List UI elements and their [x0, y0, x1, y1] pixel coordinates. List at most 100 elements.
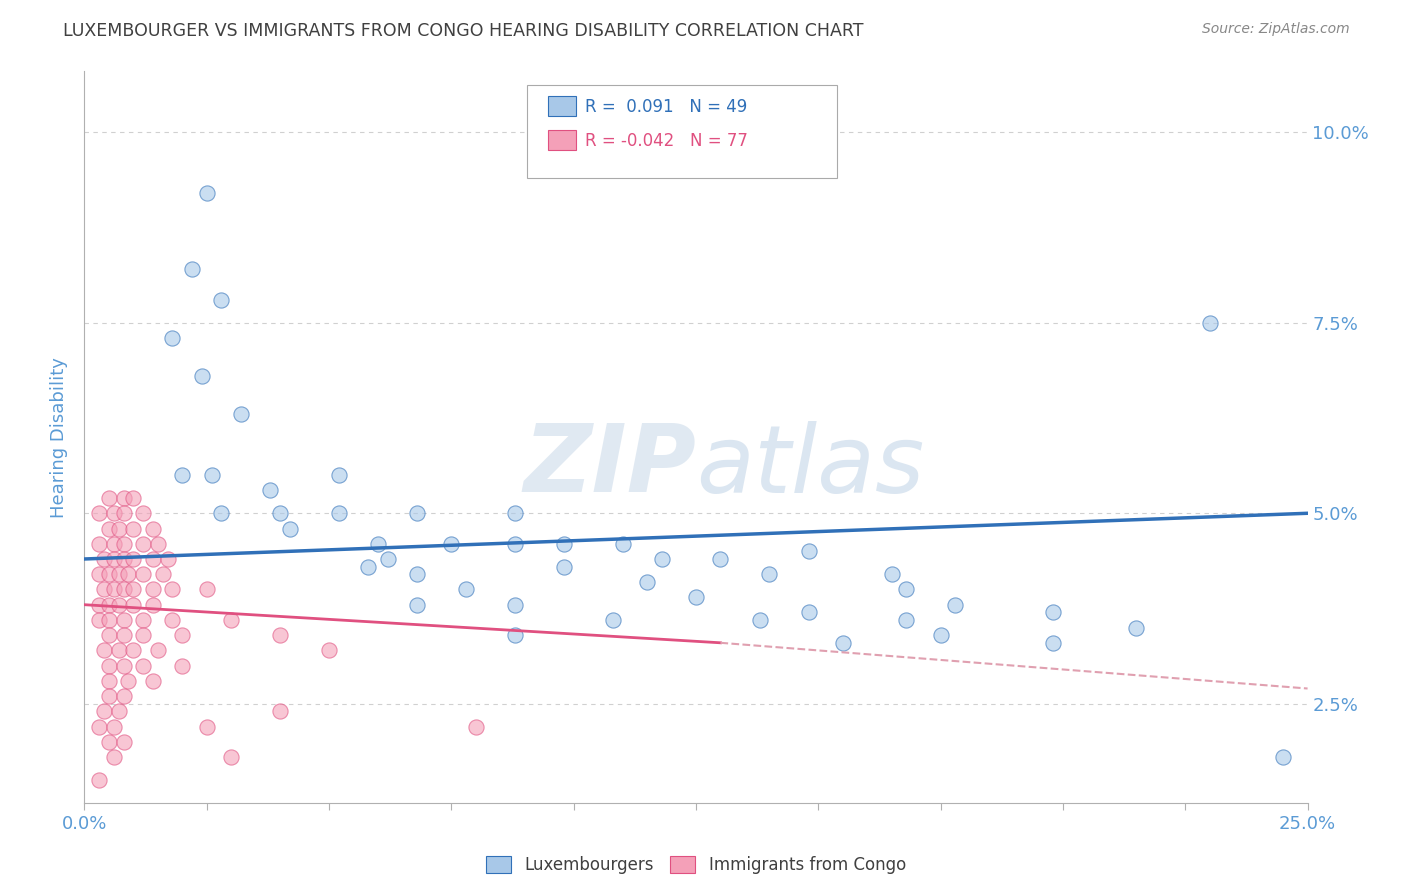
Point [87, 811, 110, 825]
Point [97, 689, 120, 703]
Point [87, 598, 110, 612]
Point [87, 567, 110, 582]
Point [209, 506, 232, 520]
Point [636, 574, 658, 589]
Point [503, 537, 526, 551]
Point [107, 567, 129, 582]
Point [503, 598, 526, 612]
Point [685, 590, 707, 604]
Point [219, 750, 242, 764]
Point [357, 559, 380, 574]
Point [132, 613, 155, 627]
Text: atlas: atlas [696, 421, 924, 512]
Point [269, 506, 291, 520]
Point [107, 598, 129, 612]
Point [122, 491, 145, 505]
Point [748, 613, 770, 627]
Point [122, 598, 145, 612]
Point [162, 331, 184, 345]
Point [107, 705, 129, 719]
Point [328, 468, 350, 483]
Point [195, 720, 218, 734]
Text: Source: ZipAtlas.com: Source: ZipAtlas.com [1202, 22, 1350, 37]
Text: ZIP: ZIP [523, 420, 696, 512]
Point [132, 537, 155, 551]
Point [278, 521, 301, 535]
Point [97, 658, 120, 673]
Point [1042, 605, 1064, 619]
Point [132, 658, 155, 673]
Point [103, 537, 125, 551]
Point [162, 613, 184, 627]
Point [1198, 316, 1220, 330]
Point [269, 628, 291, 642]
Point [172, 468, 194, 483]
Point [831, 636, 853, 650]
Point [142, 582, 165, 597]
Point [87, 613, 110, 627]
Point [122, 521, 145, 535]
Point [172, 658, 194, 673]
Point [318, 643, 340, 657]
Point [93, 705, 115, 719]
Point [406, 598, 429, 612]
Point [117, 673, 139, 688]
Legend: Luxembourgers, Immigrants from Congo: Luxembourgers, Immigrants from Congo [478, 847, 914, 882]
Point [122, 552, 145, 566]
Point [406, 506, 429, 520]
Point [162, 582, 184, 597]
Point [146, 643, 169, 657]
Point [553, 559, 575, 574]
Point [103, 552, 125, 566]
Point [117, 567, 139, 582]
Point [97, 735, 120, 749]
Point [97, 613, 120, 627]
Point [503, 628, 526, 642]
Point [328, 506, 350, 520]
Point [896, 613, 918, 627]
Point [132, 506, 155, 520]
Point [97, 673, 120, 688]
Point [112, 735, 135, 749]
Point [122, 582, 145, 597]
Text: R =  0.091   N = 49: R = 0.091 N = 49 [585, 98, 747, 116]
Point [112, 537, 135, 551]
Point [112, 552, 135, 566]
Point [142, 598, 165, 612]
Point [107, 643, 129, 657]
Point [103, 506, 125, 520]
Point [440, 537, 463, 551]
Point [112, 658, 135, 673]
Point [93, 552, 115, 566]
Point [112, 689, 135, 703]
Point [602, 613, 624, 627]
Point [87, 720, 110, 734]
Point [97, 491, 120, 505]
Point [709, 552, 731, 566]
Point [209, 293, 232, 307]
Point [612, 537, 634, 551]
Point [87, 506, 110, 520]
Point [269, 705, 291, 719]
Point [112, 628, 135, 642]
Point [464, 720, 486, 734]
Point [195, 582, 218, 597]
Point [181, 262, 204, 277]
Point [103, 720, 125, 734]
Point [112, 491, 135, 505]
Point [943, 598, 966, 612]
Point [112, 613, 135, 627]
Point [87, 537, 110, 551]
Point [1272, 750, 1295, 764]
Point [367, 537, 389, 551]
Text: LUXEMBOURGER VS IMMIGRANTS FROM CONGO HEARING DISABILITY CORRELATION CHART: LUXEMBOURGER VS IMMIGRANTS FROM CONGO HE… [63, 22, 863, 40]
Point [93, 582, 115, 597]
Point [112, 582, 135, 597]
Point [103, 750, 125, 764]
Point [93, 643, 115, 657]
Point [112, 506, 135, 520]
Point [406, 567, 429, 582]
Point [929, 628, 952, 642]
Point [97, 521, 120, 535]
Point [553, 537, 575, 551]
